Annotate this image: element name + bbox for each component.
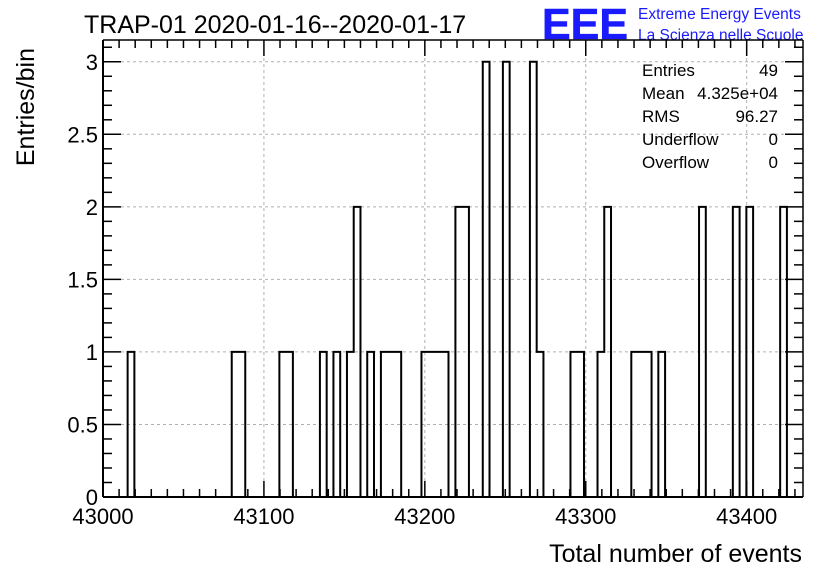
eee-logo-mark: EEE xyxy=(542,0,628,49)
y-tick-label: 1.5 xyxy=(67,267,98,292)
eee-logo: EEE Extreme Energy Events La Scienza nel… xyxy=(542,0,804,49)
y-tick-label: 3 xyxy=(86,50,98,75)
stats-underflow-value: 0 xyxy=(769,130,778,149)
stats-overflow-label: Overflow xyxy=(642,153,710,172)
y-tick-label: 0 xyxy=(86,485,98,510)
y-tick-labels: 0 0.5 1 1.5 2 2.5 3 xyxy=(67,50,98,510)
histogram-bars xyxy=(126,60,788,497)
x-tick-label: 43000 xyxy=(72,504,133,529)
stats-rms-value: 96.27 xyxy=(735,107,778,126)
y-tick-label: 0.5 xyxy=(67,412,98,437)
stats-entries-label: Entries xyxy=(642,61,695,80)
stats-mean-label: Mean xyxy=(642,84,685,103)
y-tick-label: 2.5 xyxy=(67,122,98,147)
eee-logo-line1: Extreme Energy Events xyxy=(638,6,801,23)
axes xyxy=(102,39,804,498)
stats-box: Entries 49 Mean 4.325e+04 RMS 96.27 Unde… xyxy=(642,61,778,172)
stats-rms-label: RMS xyxy=(642,107,680,126)
grid-lines xyxy=(102,40,803,498)
x-tick-label: 43400 xyxy=(716,504,777,529)
chart-title: TRAP-01 2020-01-16--2020-01-17 xyxy=(84,11,466,39)
x-tick-label: 43300 xyxy=(555,504,616,529)
histogram-outline xyxy=(126,60,788,497)
x-tick-labels: 43000 43100 43200 43300 43400 xyxy=(72,504,777,529)
stats-mean-value: 4.325e+04 xyxy=(697,84,778,103)
x-tick-label: 43100 xyxy=(233,504,294,529)
stats-overflow-value: 0 xyxy=(769,153,778,172)
stats-underflow-label: Underflow xyxy=(642,130,719,149)
y-axis-title: Entries/bin xyxy=(12,48,40,166)
x-axis-title: Total number of events xyxy=(549,540,802,568)
stats-entries-value: 49 xyxy=(759,61,778,80)
y-tick-label: 2 xyxy=(86,195,98,220)
y-tick-label: 1 xyxy=(86,340,98,365)
x-tick-label: 43200 xyxy=(394,504,455,529)
